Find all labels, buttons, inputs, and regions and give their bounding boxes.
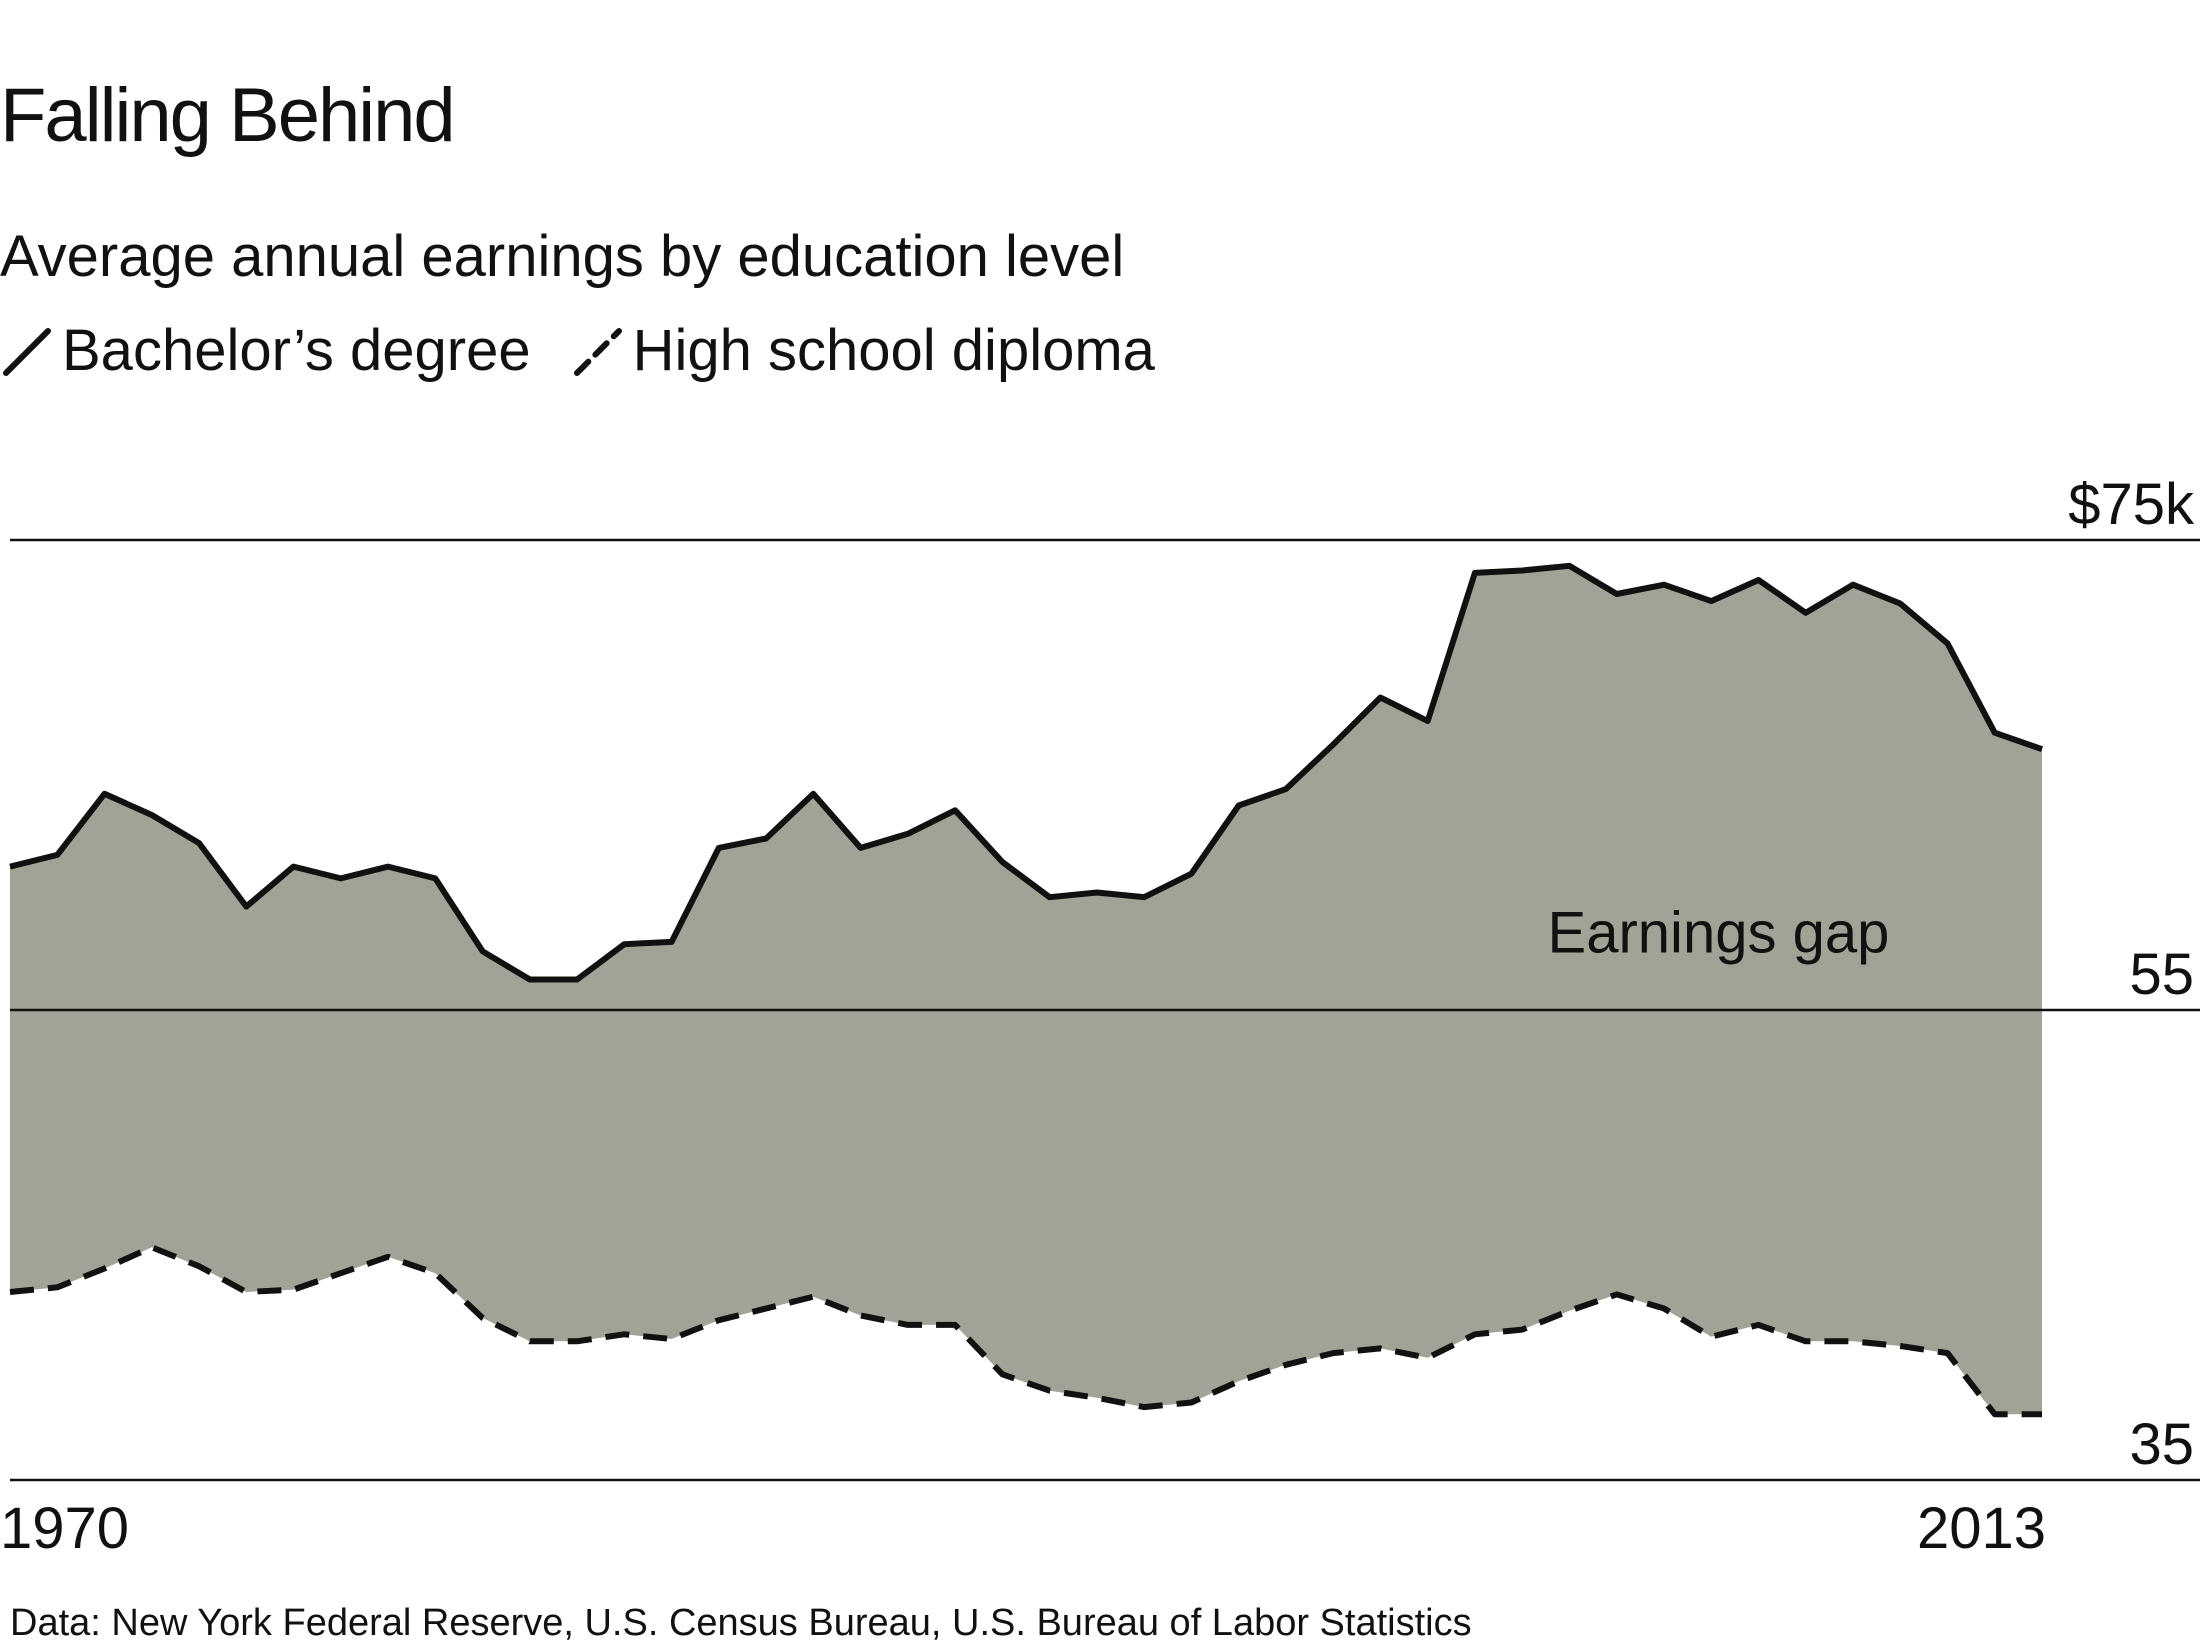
legend-item-high-school: High school diploma [571, 322, 1155, 380]
solid-line-icon [3, 328, 51, 376]
x-tick-label-0: 1970 [0, 1496, 129, 1561]
source-note: Data: New York Federal Reserve, U.S. Cen… [10, 1602, 1472, 1644]
x-tick-label-1: 2013 [1917, 1496, 2046, 1561]
y-tick-label-1: 55 [2129, 942, 2194, 1007]
dashed-line-icon [573, 328, 622, 376]
series-line-high-school [9, 1244, 2042, 1418]
chart-title: Falling Behind [0, 73, 456, 158]
earnings-gap-label: Earnings gap [1548, 900, 1890, 965]
series-line-bachelors [9, 562, 2043, 983]
y-tick-label-0: $75k [2068, 472, 2195, 537]
legend-label-bachelors: Bachelor’s degree [62, 318, 531, 383]
legend-item-bachelors: Bachelor’s degree [0, 322, 531, 380]
chart-subtitle: Average annual earnings by education lev… [0, 224, 1125, 289]
legend-label-high-school: High school diploma [632, 318, 1155, 383]
y-tick-label-2: 35 [2129, 1412, 2194, 1477]
earnings-gap-area [10, 565, 2042, 1415]
legend: Bachelor’s degree High school diploma [0, 322, 1195, 380]
